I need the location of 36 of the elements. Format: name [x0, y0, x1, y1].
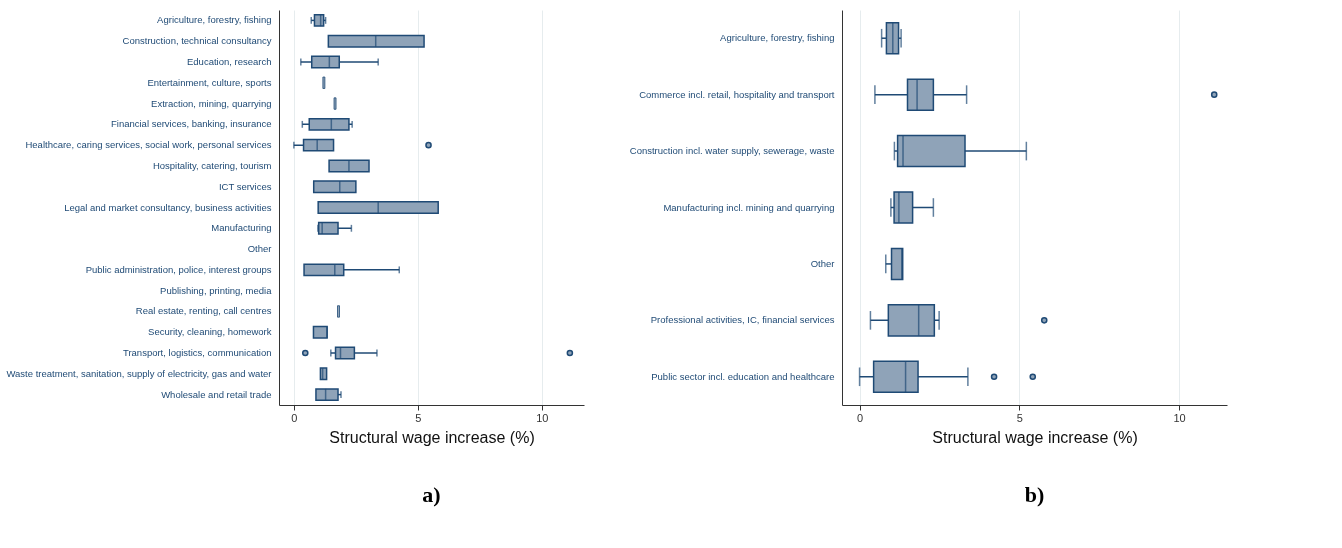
y-tick-label: Publishing, printing, media	[160, 284, 273, 296]
x-axis-title: Structural wage increase (%)	[329, 428, 535, 446]
y-tick-label: Other	[810, 257, 835, 269]
text: b)	[1024, 482, 1045, 507]
y-tick-label: Entertainment, culture, sports	[147, 76, 272, 88]
x-tick-label: 5	[1016, 411, 1023, 424]
text: a)	[422, 482, 441, 507]
y-tick-label: Public sector incl. education and healthcare	[651, 370, 835, 382]
y-tick-label: Other	[247, 243, 272, 255]
y-tick-label: Construction incl. water supply, sewerage, waste	[629, 145, 835, 157]
y-tick-label: Extraction, mining, quarrying	[151, 97, 272, 109]
y-tick-label: Healthcare, caring services, social work, personal services	[25, 139, 272, 151]
y-tick-label: Wholesale and retail trade	[161, 388, 272, 400]
y-tick-label: Agriculture, forestry, fishing	[157, 14, 272, 26]
x-axis-title: Structural wage increase (%)	[932, 428, 1138, 446]
y-tick-label: Commerce incl. retail, hospitality and transport	[639, 88, 835, 100]
y-tick-label: Waste treatment, sanitation, supply of electricity, gas and water	[6, 367, 272, 379]
y-tick-label: Financial services, banking, insurance	[110, 118, 272, 130]
y-tick-label: Security, cleaning, homework	[148, 326, 272, 338]
y-tick-label: Public administration, police, interest groups	[85, 263, 272, 275]
y-tick-label: ICT services	[218, 180, 272, 192]
x-tick-label: 10	[1173, 411, 1186, 424]
y-tick-label: Transport, logistics, communication	[122, 347, 272, 359]
y-tick-label: Real estate, renting, call centres	[135, 305, 272, 317]
y-tick-label: Manufacturing	[211, 222, 272, 234]
x-tick-label: 0	[291, 411, 298, 424]
x-tick-label: 5	[415, 411, 422, 424]
y-tick-label: Construction, technical consultancy	[122, 35, 272, 47]
y-tick-label: Professional activities, IC, financial services	[650, 314, 835, 326]
y-tick-label: Education, research	[187, 55, 272, 67]
y-tick-label: Hospitality, catering, tourism	[152, 159, 272, 171]
x-tick-label: 0	[857, 411, 864, 424]
y-tick-label: Legal and market consultancy, business activities	[64, 201, 272, 213]
y-tick-label: Agriculture, forestry, fishing	[720, 32, 835, 44]
x-tick-label: 10	[536, 411, 549, 424]
y-tick-label: Manufacturing incl. mining and quarrying	[663, 201, 835, 213]
